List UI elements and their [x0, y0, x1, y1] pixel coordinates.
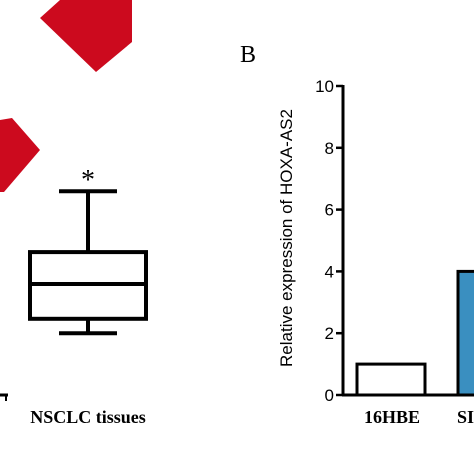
- panel-a-x-tick-label: NSCLC tissues: [30, 407, 146, 427]
- significance-asterisk: *: [81, 165, 95, 196]
- bar-sk: [456, 269, 474, 397]
- legend-swatch-red-small: [0, 118, 40, 192]
- y-tick-label: 4: [325, 262, 334, 281]
- y-tick-label: 0: [325, 386, 334, 405]
- legend-swatch-red-large: [40, 0, 132, 72]
- bar-16hbe: [355, 362, 427, 397]
- y-tick-label: 6: [325, 201, 334, 220]
- y-tick-label: 10: [315, 77, 334, 96]
- y-axis-label: Relative expression of HOXA-AS2: [277, 109, 296, 367]
- x-tick-label: SI: [457, 407, 474, 427]
- y-tick-label: 2: [325, 324, 334, 343]
- panel-b-barchart: 0 2 4 6 8 10 16HBE SI: [315, 77, 474, 427]
- panel-b-label: B: [240, 42, 256, 68]
- y-tick-label: 8: [325, 139, 334, 158]
- x-tick-label: 16HBE: [364, 407, 420, 427]
- panel-a-boxplot: [0, 189, 148, 401]
